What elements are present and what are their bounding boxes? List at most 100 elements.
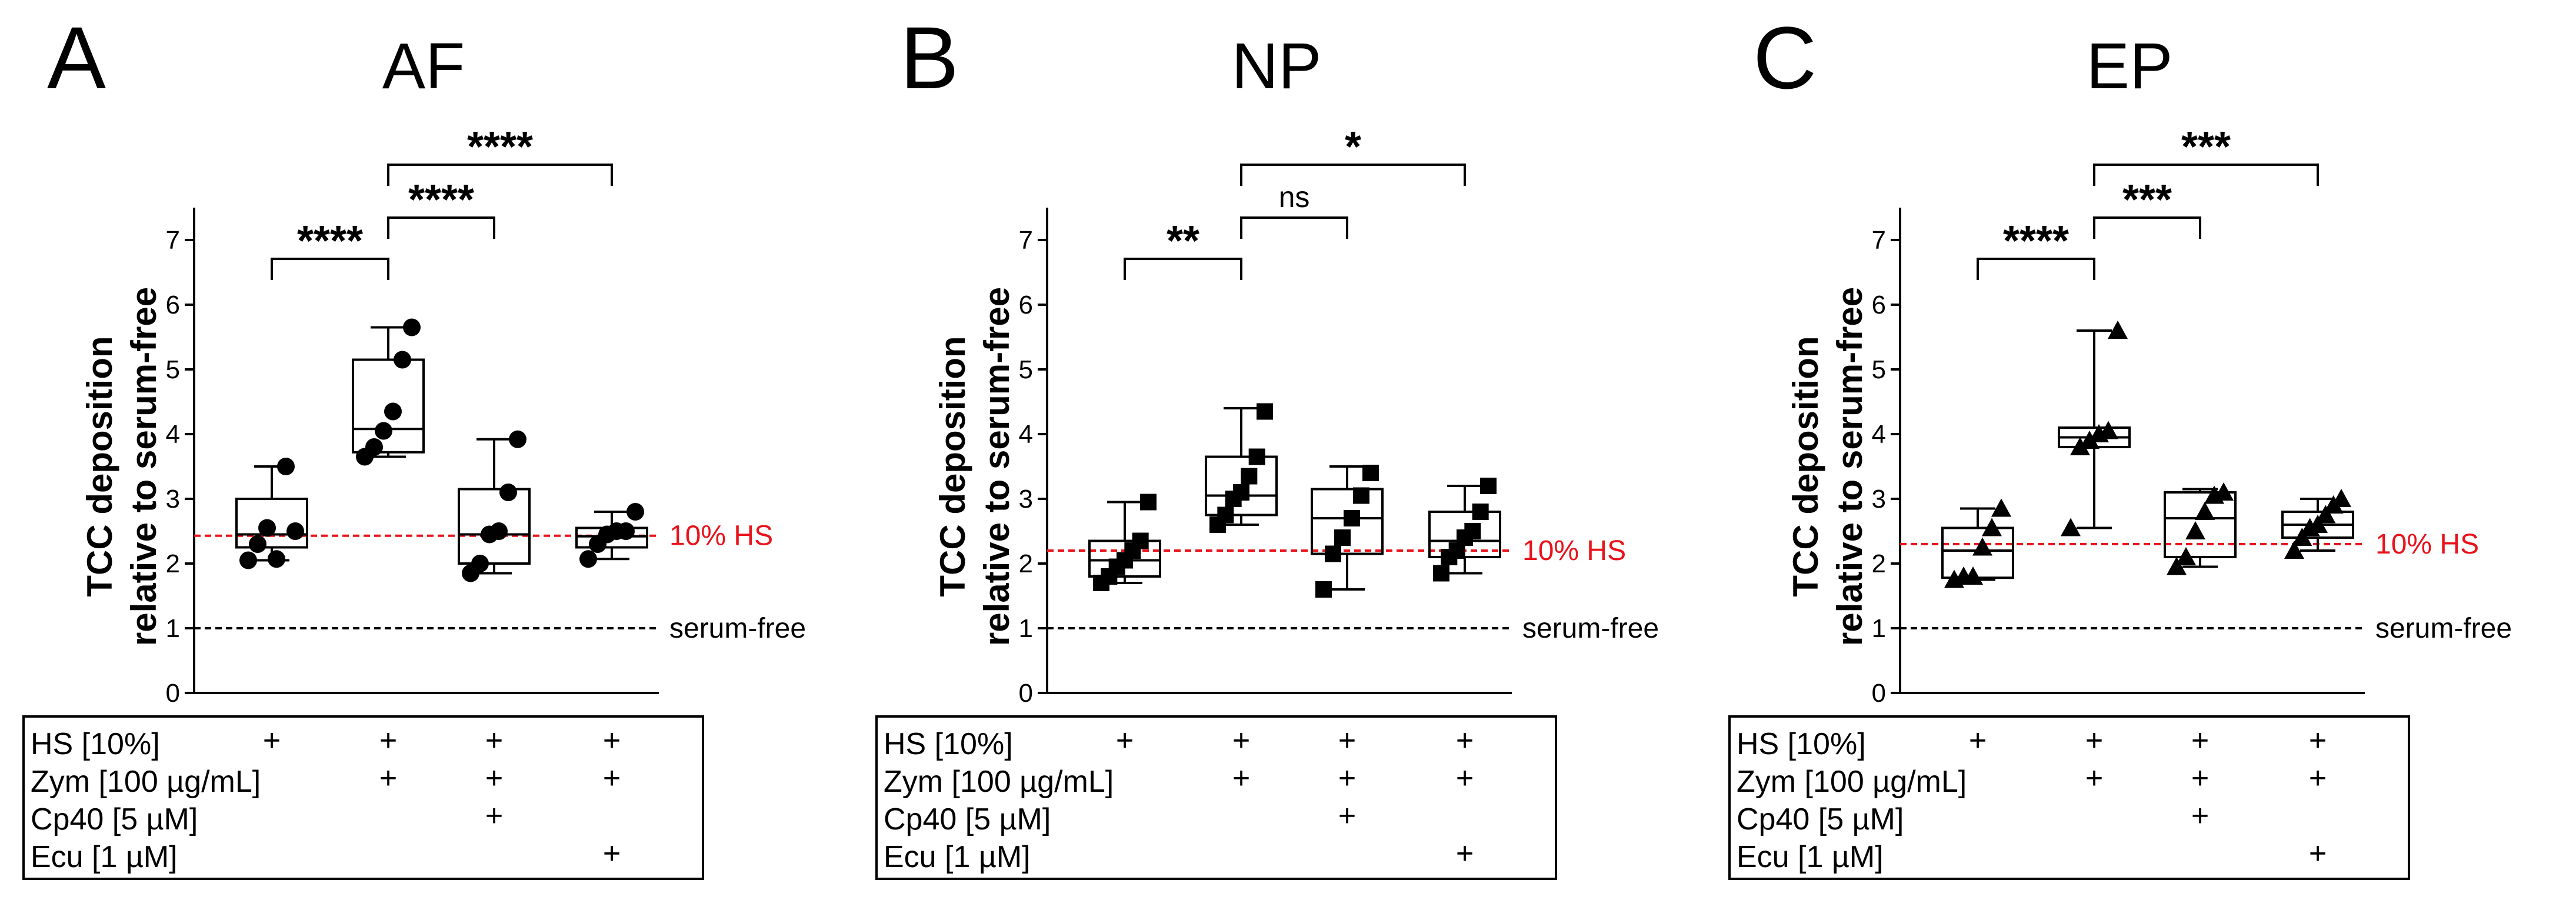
- reference-line-label: 10% HS: [1522, 535, 1626, 566]
- panel-b: B NP TCC deposition relative to serum-free 0…: [875, 8, 1659, 880]
- data-point: [1315, 581, 1332, 598]
- condition-label: Zym [100 µg/mL]: [884, 765, 1114, 799]
- data-point: [2070, 437, 2090, 455]
- data-point: [1248, 448, 1265, 465]
- y-axis-label: TCC deposition relative to serum-free: [80, 287, 164, 646]
- condition-mark: +: [1338, 761, 1356, 795]
- data-point: [471, 555, 489, 572]
- data-point: [2292, 528, 2312, 546]
- reference-line-label: 10% HS: [669, 521, 773, 552]
- significance-label: ***: [2122, 176, 2172, 224]
- y-tick-label: 0: [1872, 679, 1886, 708]
- data-point: [394, 351, 411, 369]
- data-point: [2167, 556, 2187, 575]
- y-axis-label-line: relative to serum-free: [1830, 287, 1869, 646]
- y-tick-label: 1: [1872, 614, 1886, 643]
- y-axis-label: TCC deposition relative to serum-free: [1786, 287, 1869, 646]
- condition-label: Zym [100 µg/mL]: [31, 765, 261, 799]
- box: [235, 498, 308, 549]
- reference-line-label: serum-free: [2375, 613, 2512, 644]
- condition-mark: +: [603, 836, 621, 871]
- data-point: [2284, 541, 2304, 559]
- significance-label: ns: [1279, 181, 1310, 214]
- significance-bracket: [387, 164, 613, 186]
- data-point: [1334, 529, 1351, 546]
- box-group-4: [1428, 478, 1501, 582]
- condition-mark: +: [263, 724, 281, 758]
- significance-bracket: [387, 216, 495, 239]
- data-point: [1963, 566, 1983, 585]
- panel-letter: C: [1753, 8, 1817, 107]
- panel-a: A AF TCC deposition relative to serum-free 0…: [22, 8, 806, 880]
- condition-mark: +: [2309, 836, 2327, 871]
- data-point: [2061, 518, 2081, 536]
- data-point: [1480, 478, 1497, 494]
- y-tick-label: 1: [1019, 614, 1033, 643]
- data-point: [626, 503, 644, 521]
- data-point: [239, 551, 257, 569]
- y-axis-label-line: relative to serum-free: [124, 287, 164, 646]
- y-tick-label: 4: [1019, 420, 1033, 449]
- data-point: [1982, 518, 2002, 536]
- data-point: [1472, 504, 1489, 520]
- conditions-table-border: [875, 715, 1557, 880]
- significance-bracket: [2093, 164, 2319, 186]
- box-group-3: [1311, 465, 1384, 598]
- y-tick-label: 6: [1019, 291, 1033, 319]
- data-point: [2176, 547, 2196, 565]
- data-point: [268, 550, 285, 568]
- significance-bracket: [1977, 258, 2095, 280]
- condition-mark: +: [1232, 724, 1250, 758]
- data-point: [2308, 515, 2328, 533]
- conditions-table: HS [10%] + + + +Zym [100 µg/mL] + + +Cp40 [5 µM…: [875, 715, 1557, 880]
- condition-mark: +: [603, 724, 621, 758]
- y-tick-label: 2: [166, 549, 180, 578]
- significance-bracket: [2093, 216, 2201, 239]
- data-point: [249, 535, 266, 553]
- significance-label: ****: [467, 124, 533, 171]
- condition-mark: +: [1456, 724, 1474, 758]
- condition-mark: +: [1456, 836, 1474, 871]
- box-group-2: [1205, 403, 1278, 533]
- panel-title: AF: [382, 30, 465, 102]
- y-tick-label: 5: [166, 355, 180, 384]
- data-point: [1464, 523, 1481, 539]
- significance-label: ****: [2003, 218, 2069, 265]
- data-point: [1353, 487, 1369, 504]
- significance-label: ****: [297, 218, 363, 265]
- data-point: [1433, 565, 1449, 582]
- condition-label: Ecu [1 µM]: [1737, 840, 1884, 874]
- y-tick-label: 5: [1019, 355, 1033, 384]
- condition-label: HS [10%]: [31, 727, 160, 761]
- condition-mark: +: [485, 799, 503, 833]
- data-point: [2331, 489, 2351, 507]
- condition-mark: +: [2085, 761, 2103, 795]
- condition-mark: +: [379, 724, 397, 758]
- condition-label: Zym [100 µg/mL]: [1737, 765, 1967, 799]
- condition-label: Ecu [1 µM]: [884, 840, 1031, 874]
- condition-label: HS [10%]: [884, 727, 1013, 761]
- condition-mark: +: [1232, 761, 1250, 795]
- panel-title: EP: [2087, 30, 2173, 102]
- data-point: [509, 430, 526, 448]
- box-group-1: [235, 458, 308, 569]
- data-point: [2195, 502, 2215, 520]
- condition-mark: +: [1116, 724, 1134, 758]
- y-tick-label: 7: [1019, 226, 1033, 255]
- data-point: [1344, 510, 1360, 526]
- condition-mark: +: [2309, 724, 2327, 758]
- data-point: [2080, 431, 2100, 449]
- condition-mark: +: [2309, 761, 2327, 795]
- data-point: [617, 522, 635, 540]
- condition-mark: +: [1338, 724, 1356, 758]
- box: [1311, 488, 1384, 555]
- y-tick-label: 0: [1019, 679, 1033, 708]
- y-axis-label-line: TCC deposition: [933, 336, 972, 596]
- data-point: [1132, 532, 1149, 549]
- condition-label: Cp40 [5 µM]: [884, 802, 1051, 836]
- reference-line-label: serum-free: [669, 613, 806, 644]
- significance-label: **: [1167, 218, 1199, 265]
- significance-bracket: [271, 258, 389, 280]
- condition-mark: +: [2191, 761, 2209, 795]
